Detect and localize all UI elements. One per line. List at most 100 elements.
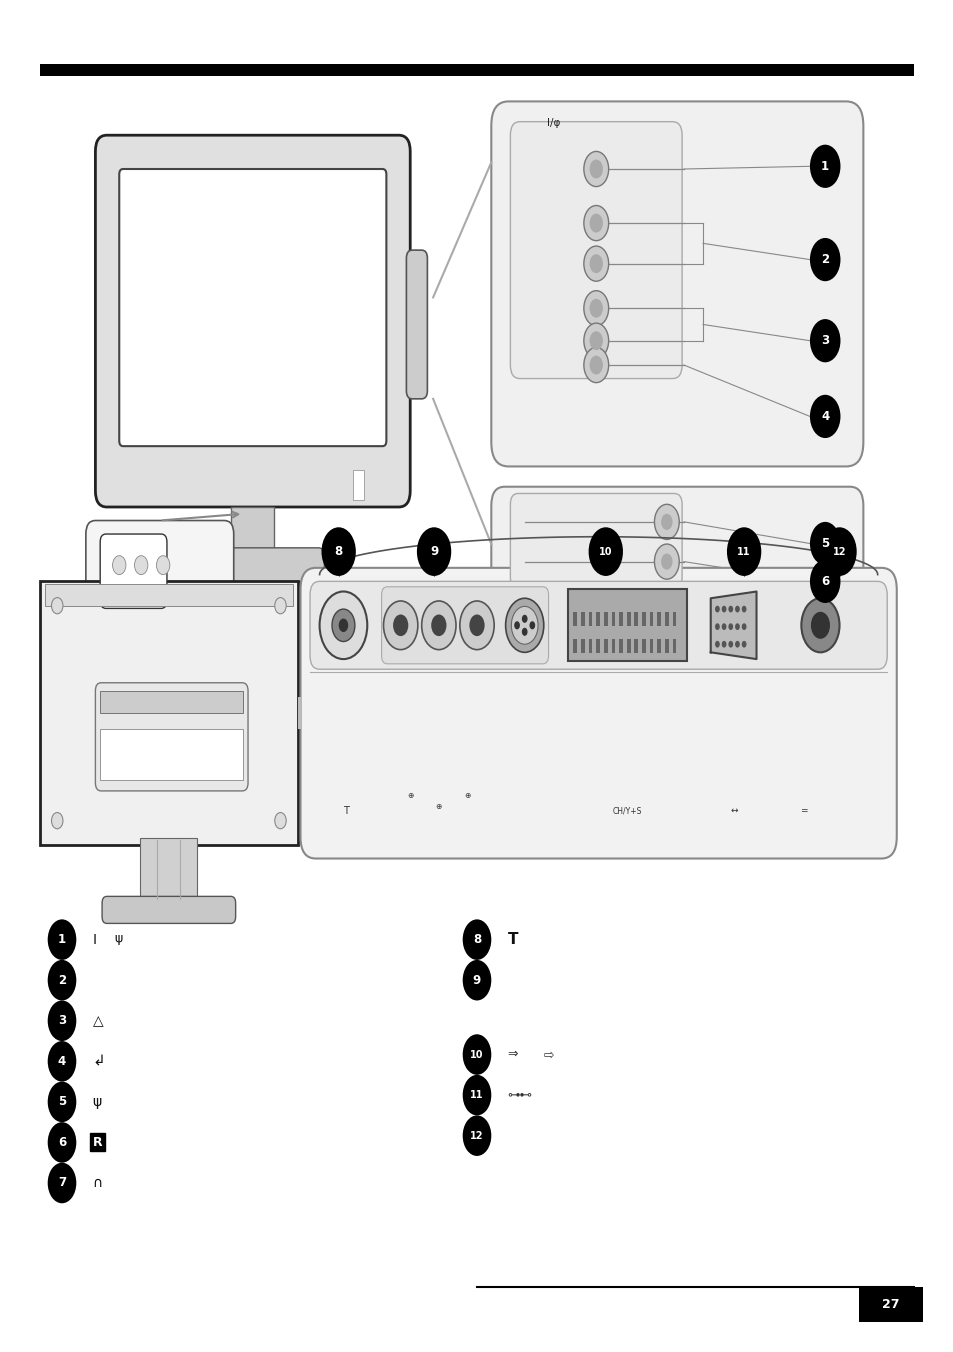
Bar (232, 507, 274, 575)
Circle shape (48, 1163, 76, 1203)
Bar (580, 612, 584, 626)
Text: R: R (457, 633, 467, 646)
Text: 12: 12 (470, 1130, 483, 1141)
Circle shape (274, 598, 286, 614)
FancyBboxPatch shape (86, 521, 233, 629)
Bar (611, 639, 615, 653)
Bar (672, 612, 676, 626)
Circle shape (809, 145, 840, 188)
FancyBboxPatch shape (510, 493, 681, 588)
Bar (100, 691, 243, 713)
Text: ψ: ψ (92, 1095, 102, 1109)
Bar (573, 639, 577, 653)
Circle shape (741, 641, 746, 648)
Text: T: T (343, 806, 349, 815)
Circle shape (660, 514, 672, 530)
FancyBboxPatch shape (102, 896, 235, 923)
Text: 6: 6 (58, 1136, 66, 1149)
Bar (573, 612, 577, 626)
Text: ⊕: ⊕ (436, 802, 441, 811)
Bar (580, 639, 584, 653)
Circle shape (809, 522, 840, 565)
Text: 9: 9 (430, 545, 437, 558)
Text: 27: 27 (882, 1298, 899, 1311)
FancyBboxPatch shape (386, 773, 510, 848)
Circle shape (469, 614, 484, 637)
FancyBboxPatch shape (100, 534, 167, 608)
Bar (657, 612, 660, 626)
Circle shape (529, 622, 535, 630)
Bar (618, 639, 622, 653)
Bar (664, 639, 668, 653)
Text: –: – (531, 333, 537, 343)
Circle shape (589, 160, 602, 178)
Circle shape (274, 813, 286, 829)
Bar (40, 64, 913, 76)
Text: =: = (800, 806, 807, 815)
Circle shape (462, 960, 491, 1000)
Bar (603, 612, 607, 626)
Circle shape (514, 622, 519, 630)
Text: ⊕: ⊕ (407, 791, 413, 800)
Circle shape (48, 1000, 76, 1041)
Text: ⇨: ⇨ (543, 1048, 554, 1061)
Text: 8: 8 (473, 933, 480, 946)
Text: –: – (531, 254, 537, 265)
Circle shape (660, 553, 672, 569)
Circle shape (134, 556, 148, 575)
FancyBboxPatch shape (406, 250, 427, 399)
Circle shape (393, 614, 408, 637)
Circle shape (48, 1041, 76, 1082)
Bar (858, 1287, 923, 1322)
Bar (596, 639, 599, 653)
Text: 4: 4 (58, 1055, 66, 1068)
Bar (588, 639, 592, 653)
Circle shape (521, 615, 527, 623)
Text: 6: 6 (821, 575, 828, 588)
Text: 3: 3 (821, 334, 828, 347)
Circle shape (431, 614, 446, 637)
Circle shape (51, 598, 63, 614)
FancyBboxPatch shape (95, 683, 248, 791)
Text: △: △ (92, 1014, 103, 1028)
Circle shape (809, 238, 840, 281)
Bar (634, 612, 638, 626)
Circle shape (459, 600, 494, 650)
Circle shape (720, 606, 726, 612)
Circle shape (48, 1082, 76, 1122)
Circle shape (741, 623, 746, 630)
FancyBboxPatch shape (491, 101, 862, 466)
Bar (672, 639, 676, 653)
Bar (618, 612, 622, 626)
Circle shape (383, 600, 417, 650)
Circle shape (355, 480, 362, 491)
Text: ⊶⊷: ⊶⊷ (507, 1088, 532, 1102)
Bar (626, 612, 630, 626)
Circle shape (734, 623, 740, 630)
Bar (649, 639, 653, 653)
Circle shape (583, 206, 608, 241)
Text: 4: 4 (821, 410, 828, 423)
Circle shape (583, 151, 608, 187)
Text: 3: 3 (58, 1014, 66, 1028)
Circle shape (589, 331, 602, 350)
Circle shape (112, 556, 126, 575)
Bar (664, 612, 668, 626)
Bar (596, 612, 599, 626)
Circle shape (588, 527, 622, 576)
Text: 2: 2 (821, 253, 828, 266)
Text: 2: 2 (58, 973, 66, 987)
FancyBboxPatch shape (558, 773, 696, 848)
Text: ↩: ↩ (535, 354, 542, 365)
Circle shape (511, 607, 537, 645)
Text: 1: 1 (58, 933, 66, 946)
Bar (588, 612, 592, 626)
Text: 10: 10 (470, 1049, 483, 1060)
Text: ∩: ∩ (92, 1176, 103, 1190)
Text: R: R (92, 1136, 102, 1149)
Bar (641, 639, 645, 653)
Circle shape (728, 641, 732, 648)
Bar (353, 470, 364, 500)
Text: ⇒: ⇒ (507, 1048, 517, 1061)
Text: 9: 9 (473, 973, 480, 987)
